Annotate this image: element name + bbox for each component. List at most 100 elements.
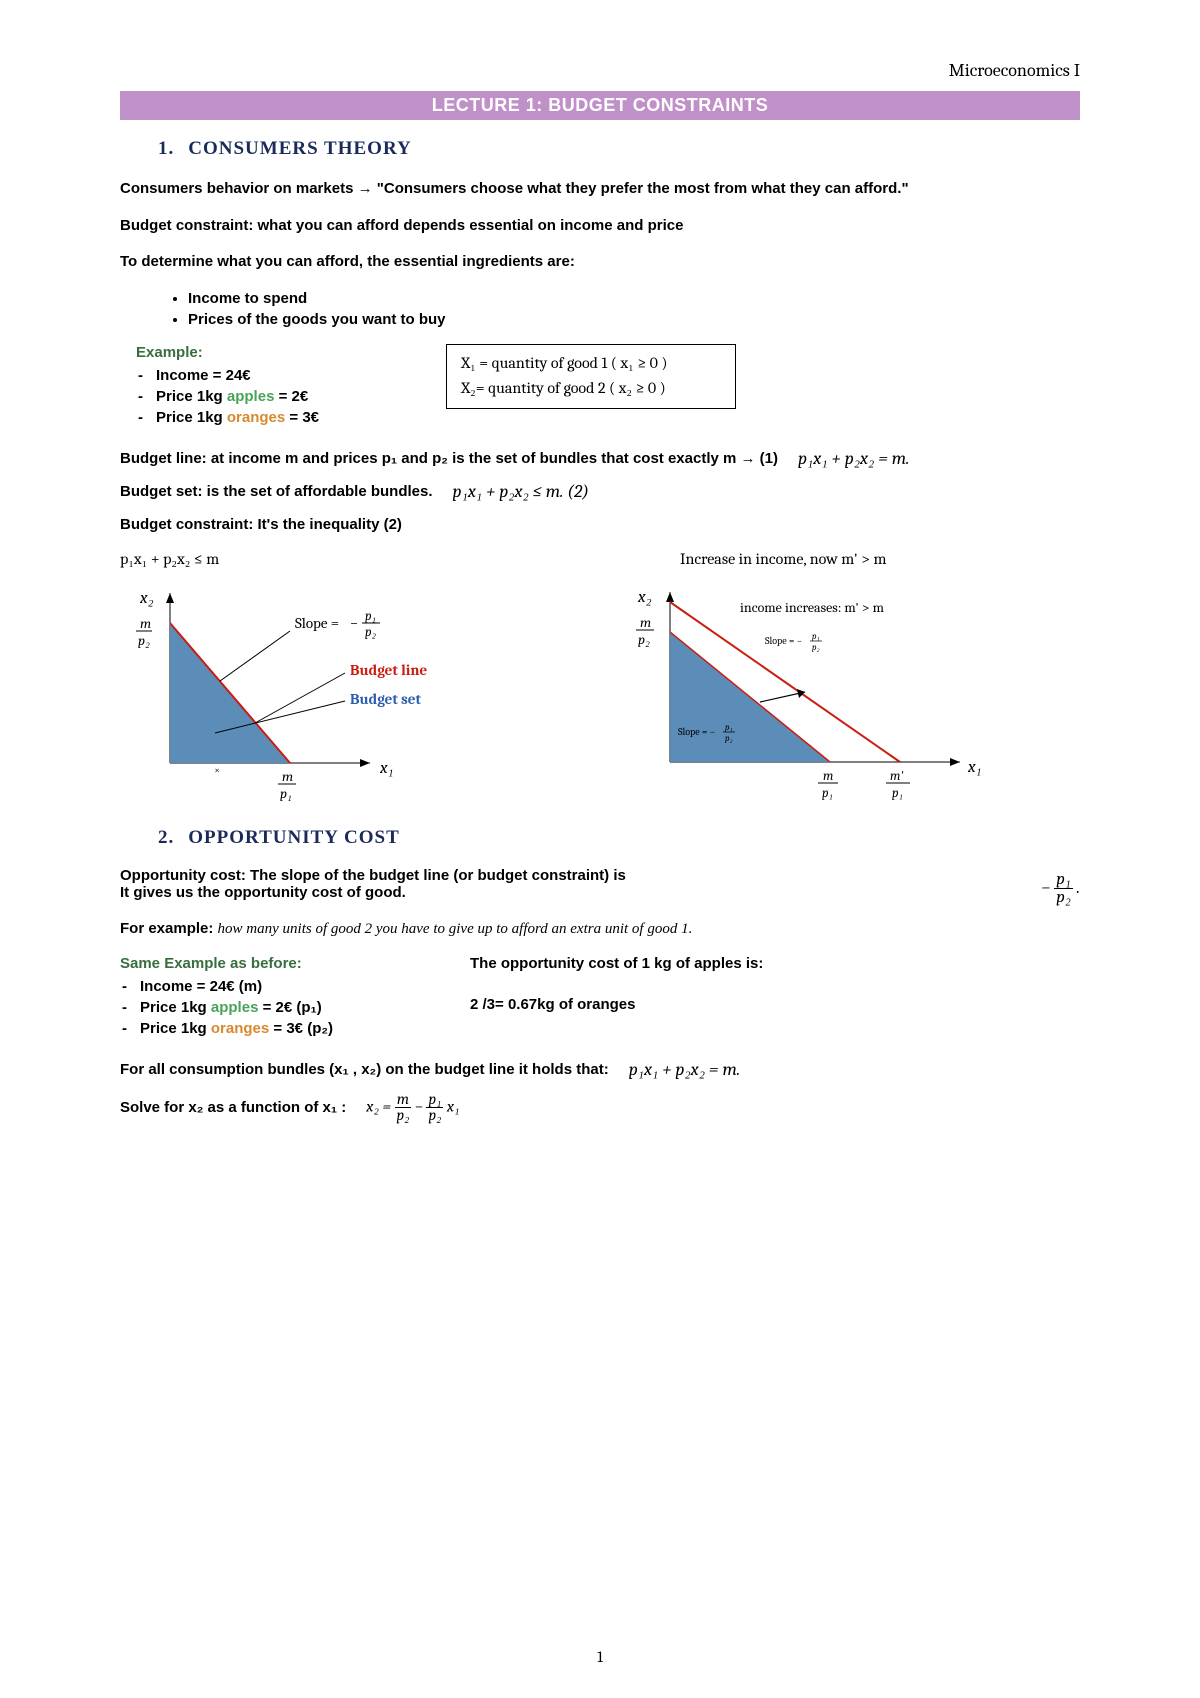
opp-cost-text1: The slope of the budget line (or budget …: [246, 867, 626, 884]
list-item: Price 1kg oranges = 3€ (p₂): [140, 1018, 440, 1039]
example2-left: Same Example as before: Income = 24€ (m)…: [120, 955, 440, 1039]
slope-top: p₁: [365, 609, 376, 624]
def-line-2: X₂= quantity of good 2 ( x₂ ≥ 0 ): [461, 376, 721, 402]
oranges-label: Price 1kg: [156, 409, 227, 426]
page: Microeconomics I LECTURE 1: BUDGET CONST…: [0, 0, 1200, 1698]
chart-left-caption: p₁x₁ + p₂x₂ ≤ m: [120, 550, 590, 569]
slope2-top: p₁: [812, 632, 820, 642]
apples2-word: apples: [211, 999, 259, 1016]
apples2-price: = 2€ (p₁): [258, 999, 321, 1016]
bs-body: is the set of affordable bundles.: [203, 483, 433, 500]
section-2-title: OPPORTUNITY COST: [188, 827, 400, 848]
y-int-top: m: [140, 615, 151, 632]
bl-text: Budget line: at income m and prices p₁ a…: [120, 450, 778, 467]
slope2-label: Slope = −: [765, 635, 802, 647]
intro-quote: "Consumers choose what they prefer the m…: [377, 180, 909, 197]
result-text2: 2 /3= 0.67kg of oranges: [470, 996, 763, 1013]
oranges-word: oranges: [227, 409, 285, 426]
list-item: Price 1kg apples = 2€ (p₁): [140, 997, 440, 1018]
y-int-top-r: m: [640, 614, 651, 631]
bundle-eq: p₁x₁ + p₂x₂ = m.: [629, 1059, 740, 1080]
sub-caption: income increases: m' > m: [740, 599, 885, 616]
result-text1: The opportunity cost of 1 kg of apples i…: [470, 955, 763, 972]
sf1-bot: p₂: [395, 1107, 412, 1123]
of-bot: p₂: [1054, 888, 1073, 906]
def-line-1: X₁ = quantity of good 1 ( x₁ ≥ 0 ): [461, 351, 721, 377]
for-example-label: For example:: [120, 920, 218, 937]
bundle-row: For all consumption bundles (x₁ , x₂) on…: [120, 1059, 1080, 1080]
section-2-number: 2.: [158, 827, 174, 848]
oranges2-label: Price 1kg: [140, 1020, 211, 1037]
slope1-label: Slope = −: [678, 726, 715, 738]
of-top: p₁: [1054, 871, 1073, 888]
intro-prefix: Consumers behavior on markets →: [120, 180, 377, 197]
y-int-bot-r: p₂: [638, 631, 650, 648]
slope-bot: p₂: [365, 625, 377, 640]
list-item: Prices of the goods you want to buy: [188, 309, 1080, 330]
solve-eq: x₂ = mp₂ − p₁p₂ x₁: [366, 1092, 459, 1123]
slope1-bot: p₂: [725, 734, 733, 744]
solve-suffix: x₁: [447, 1097, 460, 1115]
apples-price: = 2€: [274, 388, 308, 405]
chart-left-svg: x₂ m p₂ x₁ m p₁ Slope = − p₁ p₂: [120, 573, 520, 803]
chart-right-svg: income increases: m' > m x₂ m p₂ x₁ m p₁…: [610, 572, 1070, 802]
xt1-bot: p₁: [822, 786, 833, 801]
example-left: Example: Income = 24€ Price 1kg apples =…: [136, 344, 416, 428]
bc-label: Budget constraint:: [120, 217, 253, 234]
bc2-text: It's the inequality (2): [253, 516, 402, 533]
budget-line-row: Budget line: at income m and prices p₁ a…: [120, 448, 1080, 469]
budget-constraint-def: Budget constraint: what you can afford d…: [120, 215, 1080, 238]
solve-prefix: x₂ =: [366, 1097, 394, 1115]
example2-heading: Same Example as before:: [120, 955, 440, 972]
bs-text: Budget set: is the set of affordable bun…: [120, 483, 433, 500]
opp-cost-row: Opportunity cost: The slope of the budge…: [120, 867, 1080, 906]
page-number: 1: [597, 1648, 603, 1666]
sf2-bot: p₂: [426, 1107, 443, 1123]
chart-left: p₁x₁ + p₂x₂ ≤ m x₂ m p₂ x₁: [120, 550, 590, 807]
solve-label: Solve for x₂ as a function of x₁ :: [120, 1099, 346, 1116]
y-int-bot: p₂: [138, 632, 150, 649]
svg-text:−: −: [350, 614, 358, 632]
section-2-heading: 2. OPPORTUNITY COST: [158, 827, 1080, 849]
for-example-row: For example: how many units of good 2 yo…: [120, 918, 1080, 941]
bl-equation: p₁x₁ + p₂x₂ = m.: [798, 448, 909, 469]
list-item: Income = 24€: [156, 365, 416, 386]
section-1-title: CONSUMERS THEORY: [188, 138, 412, 159]
budget-set-row: Budget set: is the set of affordable bun…: [120, 481, 1080, 502]
opp-cost-text2: It gives us the opportunity cost of good…: [120, 884, 1021, 901]
y-axis-label: x₂: [139, 589, 154, 608]
solve-row: Solve for x₂ as a function of x₁ : x₂ = …: [120, 1092, 1080, 1123]
apples-label: Price 1kg: [156, 388, 227, 405]
chart-right: Increase in income, now m' > m income in…: [610, 550, 1080, 807]
for-example-text: how many units of good 2 you have to giv…: [218, 921, 693, 937]
x-axis-label-r: x₁: [967, 758, 982, 777]
income-label: Income =: [156, 367, 226, 384]
chart-right-caption: Increase in income, now m' > m: [610, 550, 1080, 568]
oranges2-price: = 3€ (p₂): [269, 1020, 333, 1037]
oranges-price: = 3€: [285, 409, 319, 426]
bc-text: what you can afford depends essential on…: [258, 217, 684, 234]
section-1-number: 1.: [158, 138, 174, 159]
x-axis-label: x₁: [379, 759, 394, 778]
bl-label: Budget line:: [120, 450, 207, 467]
example2-result: The opportunity cost of 1 kg of apples i…: [470, 955, 763, 1039]
xt1-top: m: [823, 769, 833, 784]
bc2-label: Budget constraint:: [120, 516, 253, 533]
bl-body: at income m and prices p₁ and p₂ is the …: [211, 450, 778, 467]
example-list: Income = 24€ Price 1kg apples = 2€ Price…: [136, 365, 416, 428]
example-heading: Example:: [136, 344, 416, 361]
example-block: Example: Income = 24€ Price 1kg apples =…: [120, 344, 1080, 428]
list-item: Price 1kg apples = 2€: [156, 386, 416, 407]
budget-line-label: Budget line: [350, 661, 427, 679]
list-item: Income = 24€ (m): [140, 976, 440, 997]
section-1-heading: 1. CONSUMERS THEORY: [158, 138, 1080, 160]
opp-cost-label: Opportunity cost:: [120, 867, 246, 884]
bs-equation: p₁x₁ + p₂x₂ ≤ m. (2): [453, 481, 589, 502]
y-axis-label-r: x₂: [637, 588, 652, 607]
ingredients-intro: To determine what you can afford, the es…: [120, 251, 1080, 274]
bundle-label: For all consumption bundles (x₁ , x₂) on…: [120, 1061, 609, 1078]
apples2-label: Price 1kg: [140, 999, 211, 1016]
definitions-box: X₁ = quantity of good 1 ( x₁ ≥ 0 ) X₂= q…: [446, 344, 736, 409]
x-int-top: m: [282, 768, 293, 785]
example2-list: Income = 24€ (m) Price 1kg apples = 2€ (…: [120, 976, 440, 1039]
